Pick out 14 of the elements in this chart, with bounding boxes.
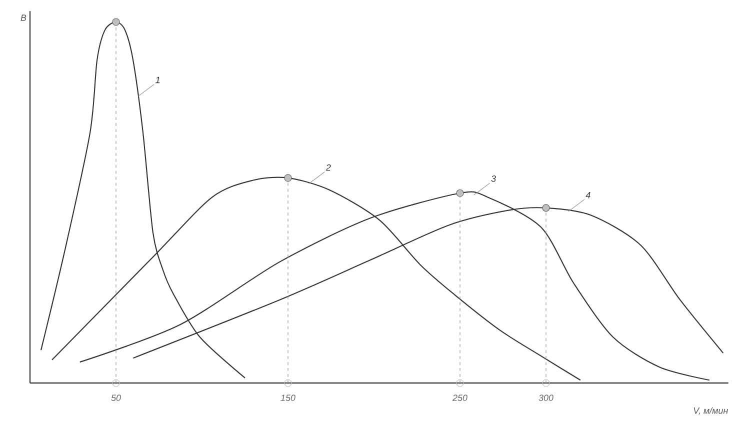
- x-tick-label: 250: [452, 394, 468, 401]
- series-label: 2: [326, 164, 331, 171]
- x-axis-title: V, м/мин: [694, 407, 728, 415]
- series-label: 4: [586, 192, 590, 198]
- x-tick-label: 300: [538, 394, 554, 401]
- x-tick-label: 150: [280, 394, 296, 401]
- text: 1: [156, 76, 160, 84]
- x-tick-label: 50: [111, 394, 121, 401]
- y-axis-title: B: [20, 14, 26, 21]
- point: [456, 379, 464, 387]
- point: [542, 379, 550, 387]
- point: [284, 379, 292, 387]
- series-label: 3: [491, 175, 496, 182]
- point: [112, 379, 120, 387]
